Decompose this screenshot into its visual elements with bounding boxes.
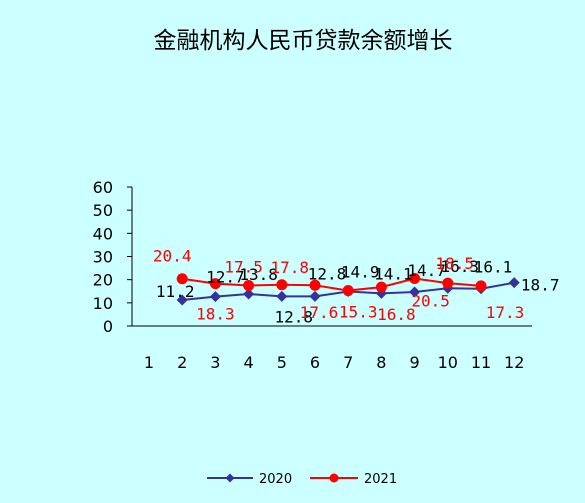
x-tick-label: 5 [277,353,287,372]
x-tick-label: 10 [438,353,458,372]
series-2021-point [176,273,188,285]
data-label-2021: 20.4 [153,247,192,266]
data-label-2021: 20.5 [411,292,450,311]
series-lines [176,273,520,306]
series-2020-point [176,294,188,306]
series-2021-point [475,280,487,292]
y-tick-label: 30 [93,248,113,267]
y-tick-label: 10 [93,294,113,313]
series-2021-point [276,279,288,291]
series-2020-point [243,288,255,300]
data-label-2021: 18.3 [196,305,235,324]
data-label-2020: 12.8 [308,264,347,283]
series-2020-point [276,290,288,302]
x-tick-label: 3 [210,353,220,372]
legend: 2020 2021 [207,472,397,487]
series-2021-point [409,273,421,285]
x-tick-label: 2 [177,353,187,372]
data-label-2020: 18.7 [521,276,560,295]
data-label-2021: 16.8 [377,305,416,324]
legend-2020-label: 2020 [259,472,292,487]
series-2021-point [442,277,454,289]
y-tick-label: 20 [93,271,113,290]
series-2021-point [375,281,387,293]
y-tick-label: 50 [93,201,113,220]
series-2020-point [309,290,321,302]
data-label-2020: 14.9 [341,262,380,281]
series-2021-point [309,279,321,291]
legend-2021-marker [329,473,339,483]
series-2021-point [342,285,354,297]
data-labels: 11.212.713.812.812.814.914.114.716.316.1… [153,247,560,327]
series-2021-line [182,277,482,292]
data-label-2021: 17.8 [271,258,310,277]
data-label-2020: 14.1 [374,264,413,283]
chart-title: 金融机构人民币贷款余额增长 [154,28,453,54]
data-label-2020: 16.3 [441,257,480,276]
data-label-2020: 13.8 [239,265,278,284]
data-label-2021: 17.3 [486,303,525,322]
data-label-2020: 16.1 [474,258,513,277]
data-label-2020: 12.8 [275,307,314,326]
y-tick-label: 40 [93,224,113,243]
data-label-2021: 18.5 [436,254,475,273]
series-2020-point [508,277,520,289]
series-2021-point [243,279,255,291]
x-tick-label: 6 [310,353,320,372]
x-tick-label: 8 [376,353,386,372]
y-tick-label: 0 [103,317,113,336]
series-2020-point [209,291,221,303]
data-label-2021: 17.5 [224,257,263,276]
data-label-2020: 11.2 [156,282,195,301]
y-tick-label: 60 [93,178,113,197]
data-label-2021: 15.3 [339,303,378,322]
legend-2021-label: 2021 [364,472,397,487]
x-tick-label: 12 [504,353,524,372]
legend-2020-marker [225,473,235,483]
data-label-2020: 14.7 [407,261,446,280]
series-2020-point [409,286,421,298]
series-2021-point [209,278,221,290]
x-tick-label: 11 [471,353,491,372]
data-label-2020: 12.7 [206,268,245,287]
x-tick-label: 9 [410,353,420,372]
x-tick-label: 1 [144,353,154,372]
data-label-2021: 17.6 [300,303,339,322]
x-tick-label: 7 [343,353,353,372]
x-tick-label: 4 [244,353,254,372]
